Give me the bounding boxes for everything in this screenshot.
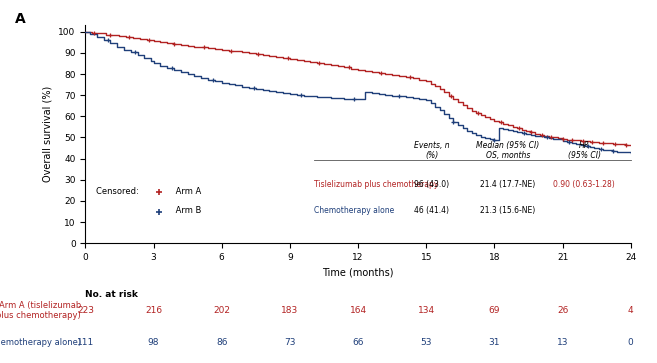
Text: A: A bbox=[14, 12, 25, 26]
Text: 0.90 (0.63-1.28): 0.90 (0.63-1.28) bbox=[553, 180, 615, 189]
Text: 46 (41.4): 46 (41.4) bbox=[414, 206, 449, 215]
Text: 73: 73 bbox=[284, 338, 296, 347]
Text: No. at risk: No. at risk bbox=[85, 290, 138, 299]
Text: 183: 183 bbox=[281, 306, 298, 315]
Text: 53: 53 bbox=[420, 338, 432, 347]
Text: 86: 86 bbox=[216, 338, 227, 347]
Text: Chemotherapy alone: Chemotherapy alone bbox=[315, 206, 395, 215]
Text: 202: 202 bbox=[214, 306, 230, 315]
Text: HR
(95% CI): HR (95% CI) bbox=[568, 141, 601, 160]
Text: Arm B: Arm B bbox=[173, 206, 201, 215]
Y-axis label: Overall survival (%): Overall survival (%) bbox=[43, 86, 53, 183]
Text: 69: 69 bbox=[489, 306, 500, 315]
Text: Tislelizumab plus chemotherapy: Tislelizumab plus chemotherapy bbox=[315, 180, 439, 189]
Text: 134: 134 bbox=[418, 306, 435, 315]
Text: 223: 223 bbox=[77, 306, 94, 315]
Text: Censored:: Censored: bbox=[97, 187, 142, 196]
Text: 21.3 (15.6-NE): 21.3 (15.6-NE) bbox=[480, 206, 535, 215]
Text: Median (95% CI)
OS, months: Median (95% CI) OS, months bbox=[476, 141, 539, 160]
Text: 164: 164 bbox=[350, 306, 367, 315]
Text: 13: 13 bbox=[556, 338, 568, 347]
Text: Arm A: Arm A bbox=[173, 187, 201, 196]
Text: 216: 216 bbox=[145, 306, 162, 315]
Text: 4: 4 bbox=[628, 306, 633, 315]
Text: Events, n
(%): Events, n (%) bbox=[414, 141, 449, 160]
Text: 31: 31 bbox=[489, 338, 500, 347]
Text: 21.4 (17.7-NE): 21.4 (17.7-NE) bbox=[480, 180, 535, 189]
Text: Arm A (tislelizumab
plus chemotherapy): Arm A (tislelizumab plus chemotherapy) bbox=[0, 301, 81, 320]
Text: 111: 111 bbox=[77, 338, 94, 347]
Text: 66: 66 bbox=[352, 338, 364, 347]
Text: 96 (43.0): 96 (43.0) bbox=[414, 180, 449, 189]
X-axis label: Time (months): Time (months) bbox=[323, 268, 394, 277]
Text: 98: 98 bbox=[148, 338, 160, 347]
Text: Arm B (chemotherapy alone): Arm B (chemotherapy alone) bbox=[0, 338, 81, 347]
Text: 26: 26 bbox=[557, 306, 568, 315]
Text: 0: 0 bbox=[628, 338, 633, 347]
